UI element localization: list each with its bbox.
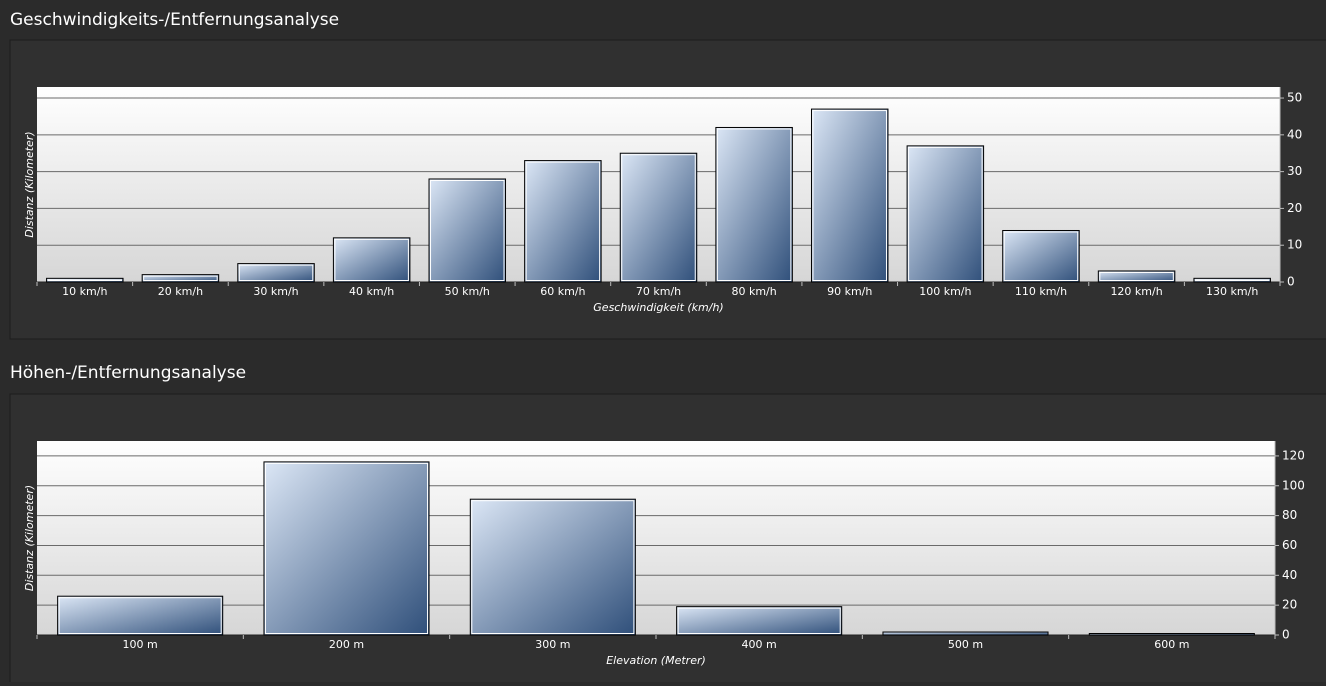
- y-tick-label: 60: [1282, 538, 1297, 552]
- y-tick-label: 120: [1282, 448, 1305, 462]
- bar: [428, 178, 507, 283]
- x-tick-label: 120 km/h: [1110, 285, 1162, 298]
- x-tick-label: 70 km/h: [636, 285, 681, 298]
- x-tick-label: 130 km/h: [1206, 285, 1258, 298]
- y-tick-label: 80: [1282, 508, 1297, 522]
- y-tick-label: 20: [1282, 598, 1297, 612]
- y-tick-label: 40: [1282, 568, 1297, 582]
- bar-highlight: [1099, 271, 1174, 281]
- y-tick-label: 0: [1282, 628, 1290, 642]
- y-tick-label: 100: [1282, 478, 1305, 492]
- x-tick-label: 300 m: [535, 638, 570, 651]
- y-tick-label: 30: [1287, 164, 1302, 178]
- bar: [715, 126, 793, 283]
- x-tick-label: 40 km/h: [349, 285, 394, 298]
- plot-area: [37, 441, 1275, 635]
- bar: [810, 108, 889, 283]
- y-tick-label: 10: [1287, 238, 1302, 252]
- y-tick-label: 0: [1287, 275, 1295, 289]
- bar: [141, 274, 220, 283]
- bar: [1002, 229, 1080, 283]
- x-tick-label: 110 km/h: [1015, 285, 1067, 298]
- bar-highlight: [1194, 279, 1270, 281]
- bar: [469, 498, 636, 636]
- x-tick-label: 30 km/h: [253, 285, 298, 298]
- bar: [882, 631, 1049, 636]
- y-axis-label: Distanz (Kilometer): [23, 131, 36, 237]
- x-axis-label: Elevation (Metrer): [606, 654, 706, 667]
- bar-highlight: [264, 462, 429, 634]
- y-tick-label: 50: [1287, 91, 1302, 105]
- bar-highlight: [47, 279, 123, 281]
- x-tick-label: 90 km/h: [827, 285, 872, 298]
- bar-highlight: [58, 597, 222, 635]
- section-title: Geschwindigkeits-/Entfernungsanalyse: [10, 10, 339, 30]
- bar-highlight: [1003, 231, 1079, 282]
- bar: [332, 237, 411, 283]
- x-tick-label: 10 km/h: [62, 285, 107, 298]
- x-tick-label: 50 km/h: [445, 285, 490, 298]
- x-tick-label: 60 km/h: [540, 285, 585, 298]
- bar-highlight: [471, 500, 635, 635]
- x-tick-label: 400 m: [742, 638, 777, 651]
- x-tick-label: 100 m: [123, 638, 158, 651]
- section-title: Höhen-/Entfernungsanalyse: [10, 363, 246, 383]
- x-tick-label: 80 km/h: [731, 285, 776, 298]
- bar-highlight: [908, 146, 983, 281]
- bar: [524, 160, 602, 283]
- x-tick-label: 600 m: [1154, 638, 1189, 651]
- bar-highlight: [716, 128, 792, 281]
- bar-highlight: [143, 275, 218, 282]
- bar: [676, 606, 843, 636]
- x-tick-label: 100 km/h: [919, 285, 971, 298]
- y-tick-label: 40: [1287, 127, 1302, 141]
- bar-highlight: [621, 154, 696, 281]
- y-axis-label: Distanz (Kilometer): [23, 485, 36, 591]
- bar: [263, 461, 430, 636]
- bar: [1097, 270, 1176, 283]
- bar-highlight: [525, 161, 601, 281]
- x-tick-label: 500 m: [948, 638, 983, 651]
- y-tick-label: 20: [1287, 201, 1302, 215]
- bar: [619, 152, 698, 283]
- bar-highlight: [677, 607, 841, 635]
- bar: [57, 595, 224, 636]
- bar: [237, 263, 315, 283]
- bar: [906, 145, 985, 283]
- bar-highlight: [334, 238, 409, 282]
- bar: [1088, 633, 1255, 636]
- x-tick-label: 20 km/h: [158, 285, 203, 298]
- bar-highlight: [430, 179, 505, 281]
- x-tick-label: 200 m: [329, 638, 364, 651]
- x-axis-label: Geschwindigkeit (km/h): [593, 301, 723, 314]
- bar-highlight: [812, 110, 887, 281]
- bar-highlight: [238, 264, 314, 281]
